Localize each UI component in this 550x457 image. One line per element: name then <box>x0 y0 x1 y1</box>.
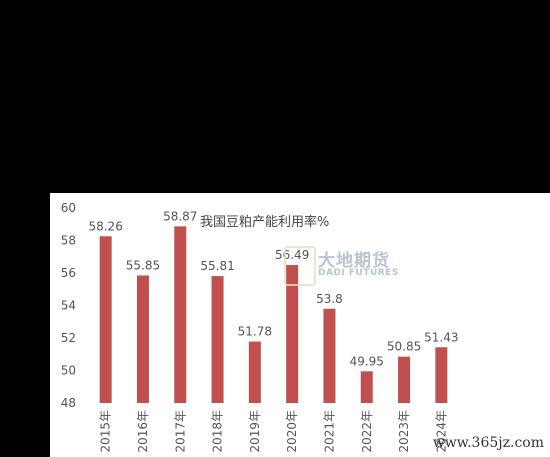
x-tick-label: 2019年 <box>248 410 262 453</box>
y-tick-label: 52 <box>61 331 76 345</box>
y-axis: 48 50 52 54 56 58 60 <box>61 201 76 410</box>
x-tick-label: 2021年 <box>322 410 336 453</box>
x-tick-label: 2024年 <box>434 410 448 453</box>
bar <box>398 356 411 403</box>
brand-watermark-en: DADI FUTURES <box>318 268 399 278</box>
bar <box>211 276 224 403</box>
bar <box>136 275 149 403</box>
x-tick-label: 2023年 <box>397 410 411 453</box>
x-tick-label: 2016年 <box>136 410 150 453</box>
y-tick-label: 48 <box>61 396 76 410</box>
x-axis: 2015年 2016年 2017年 2018年 2019年 2020年 2021年 2022年… <box>99 410 449 453</box>
data-label: 55.85 <box>126 258 160 272</box>
y-tick-label: 54 <box>61 299 76 313</box>
y-tick-label: 60 <box>61 201 76 215</box>
data-label: 50.85 <box>387 340 421 354</box>
bar <box>248 341 261 403</box>
y-tick-label: 56 <box>61 266 76 280</box>
x-tick-label: 2015年 <box>99 410 113 453</box>
site-watermark: www.365jz.com <box>432 435 544 451</box>
x-tick-label: 2018年 <box>211 410 225 453</box>
data-label: 56.49 <box>275 248 309 262</box>
bar <box>435 347 448 403</box>
y-tick-label: 58 <box>61 234 76 248</box>
data-label: 58.87 <box>163 209 197 223</box>
data-label: 49.95 <box>350 354 384 368</box>
x-tick-label: 2020年 <box>285 410 299 453</box>
chart-panel <box>50 193 550 457</box>
bar <box>174 226 187 403</box>
bar <box>99 236 112 403</box>
bar <box>323 308 336 403</box>
data-label: 55.81 <box>200 259 234 273</box>
bars <box>99 226 448 403</box>
data-label: 58.26 <box>88 219 122 233</box>
chart-title: 我国豆粕产能利用率% <box>200 214 329 230</box>
data-labels: 58.2655.8558.8755.8151.7856.4953.849.955… <box>88 209 458 368</box>
data-label: 51.78 <box>238 325 272 339</box>
bar <box>360 371 373 403</box>
data-label: 53.8 <box>316 292 343 306</box>
brand-logo-icon <box>284 246 316 286</box>
bar <box>286 265 299 403</box>
x-tick-label: 2017年 <box>173 410 187 453</box>
data-label: 51.43 <box>424 330 458 344</box>
x-tick-label: 2022年 <box>360 410 374 453</box>
y-tick-label: 50 <box>61 364 76 378</box>
brand-watermark: 大地期货 <box>318 251 390 271</box>
